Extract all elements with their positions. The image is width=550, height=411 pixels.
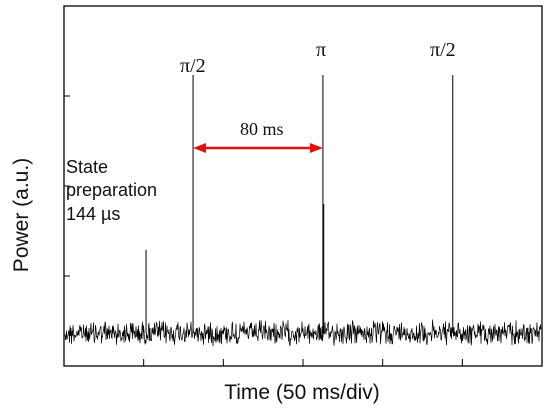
pulse-label-pi-half-2: π/2 xyxy=(430,39,456,61)
baseline-noise-trace xyxy=(64,319,542,347)
x-axis-title: Time (50 ms/div) xyxy=(224,381,380,404)
pulse-label-pi-half-1: π/2 xyxy=(180,55,206,77)
state-prep-line-3: 144 µs xyxy=(66,204,121,224)
interval-arrow-head-right xyxy=(309,143,323,153)
interval-label: 80 ms xyxy=(240,119,284,139)
interval-arrow-head-left xyxy=(193,143,207,153)
pulse-label-pi: π xyxy=(316,39,327,61)
state-prep-line-1: State xyxy=(66,157,109,177)
y-axis-title: Power (a.u.) xyxy=(10,157,33,273)
state-prep-line-2: preparation xyxy=(66,180,158,200)
